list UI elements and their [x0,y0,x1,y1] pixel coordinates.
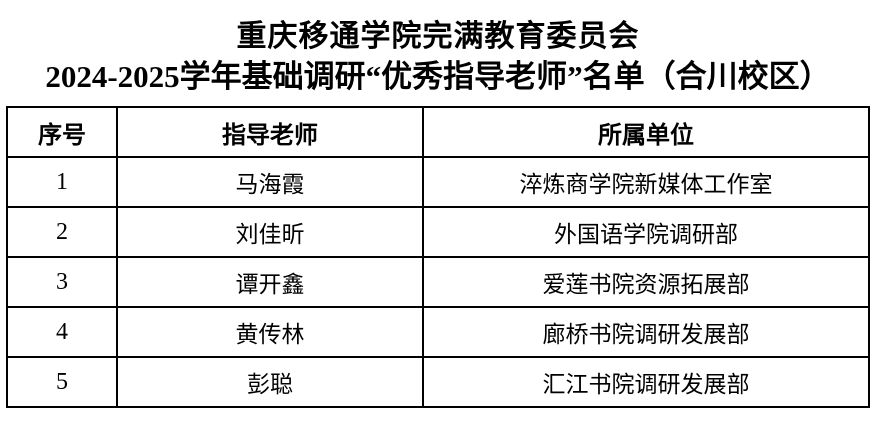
cell-no: 3 [6,256,118,308]
header-cell-no: 序号 [6,106,118,158]
cell-teacher: 马海霞 [116,156,424,208]
table-body: 1 马海霞 淬炼商学院新媒体工作室 2 刘佳昕 外国语学院调研部 3 谭开鑫 爱… [6,156,870,408]
cell-teacher: 黄传林 [116,306,424,358]
cell-unit: 外国语学院调研部 [422,206,870,258]
cell-unit: 汇江书院调研发展部 [422,356,870,408]
table-row: 1 马海霞 淬炼商学院新媒体工作室 [6,156,870,208]
table-header: 序号 指导老师 所属单位 [6,106,870,158]
header-cell-teacher: 指导老师 [116,106,424,158]
table-row: 3 谭开鑫 爱莲书院资源拓展部 [6,256,870,308]
cell-no: 1 [6,156,118,208]
cell-no: 4 [6,306,118,358]
cell-unit: 爱莲书院资源拓展部 [422,256,870,308]
cell-no: 5 [6,356,118,408]
document-title: 重庆移通学院完满教育委员会 [236,20,640,53]
table-row: 5 彭聪 汇江书院调研发展部 [6,356,870,408]
table-row: 2 刘佳昕 外国语学院调研部 [6,206,870,258]
cell-teacher: 彭聪 [116,356,424,408]
document-subtitle: 2024-2025学年基础调研“优秀指导老师”名单（合川校区） [45,59,831,94]
cell-no: 2 [6,206,118,258]
award-teachers-table: 序号 指导老师 所属单位 1 马海霞 淬炼商学院新媒体工作室 2 刘佳昕 外国语… [6,106,870,408]
table-header-row: 序号 指导老师 所属单位 [6,106,870,158]
cell-teacher: 刘佳昕 [116,206,424,258]
table-row: 4 黄传林 廊桥书院调研发展部 [6,306,870,358]
cell-unit: 淬炼商学院新媒体工作室 [422,156,870,208]
cell-teacher: 谭开鑫 [116,256,424,308]
header-cell-unit: 所属单位 [422,106,870,158]
cell-unit: 廊桥书院调研发展部 [422,306,870,358]
